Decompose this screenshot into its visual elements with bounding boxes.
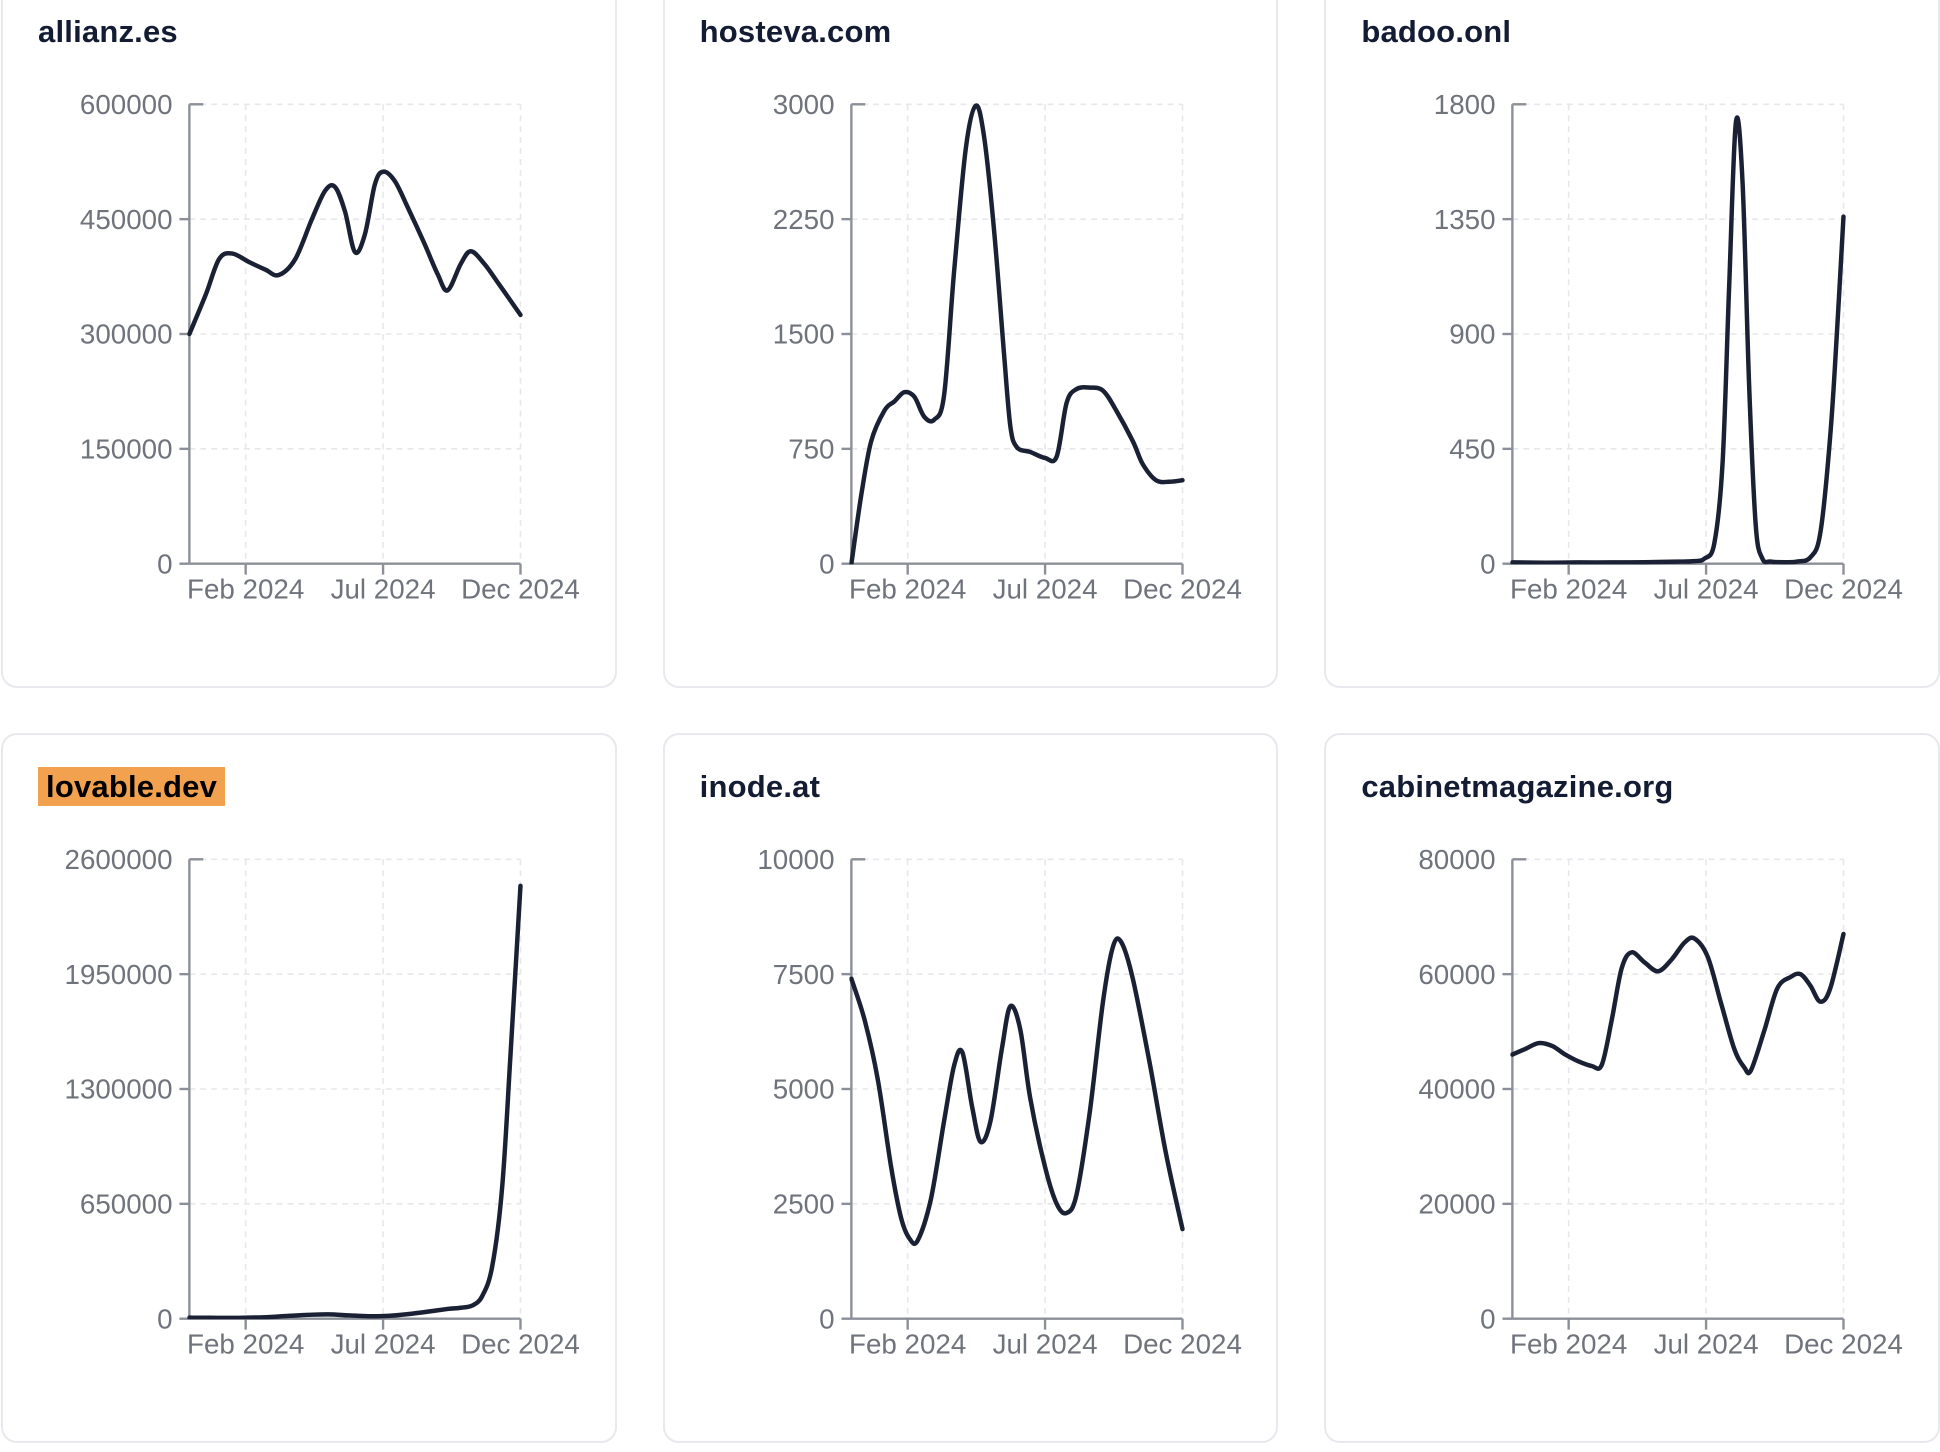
chart-card: badoo.onl 1800 1350 900 450 0 Feb 2024 Jul 202… <box>1324 0 1940 688</box>
line-chart: 2600000 1950000 1300000 650000 0 Feb 2024 Jul … <box>65 844 580 1360</box>
y-tick-label: 1950000 <box>65 959 173 990</box>
x-tick-label: Dec 2024 <box>1784 573 1903 604</box>
chart-title: badoo.onl <box>1361 13 1511 51</box>
x-tick-label: Jul 2024 <box>1654 1328 1759 1359</box>
chart-card: cabinetmagazine.org 80000 60000 40000 20000… <box>1324 733 1940 1443</box>
y-tick-label: 0 <box>1480 1303 1495 1334</box>
x-tick-label: Jul 2024 <box>992 1328 1097 1359</box>
series-line <box>187 169 523 337</box>
y-tick-label: 0 <box>819 548 834 579</box>
x-tick-label: Dec 2024 <box>1123 573 1242 604</box>
chart-title: inode.at <box>700 768 820 806</box>
y-tick-label: 10000 <box>757 844 834 875</box>
domain-name: hosteva.com <box>699 14 892 49</box>
y-tick-label: 5000 <box>772 1074 834 1105</box>
y-tick-label: 600000 <box>80 89 173 120</box>
y-tick-label: 7500 <box>772 959 834 990</box>
chart-card: allianz.es 600000 450000 300000 150000 0 Feb … <box>1 0 617 688</box>
x-tick-label: Feb 2024 <box>849 1328 966 1359</box>
chart-title: hosteva.com <box>700 13 892 51</box>
line-chart: 3000 2250 1500 750 0 Feb 2024 Jul 2024 Dec 2024 <box>772 89 1242 605</box>
series-line <box>849 936 1185 1246</box>
x-tick-label: Dec 2024 <box>461 1328 580 1359</box>
y-tick-label: 40000 <box>1419 1074 1496 1105</box>
y-tick-label: 60000 <box>1419 959 1496 990</box>
y-tick-label: 900 <box>1450 319 1496 350</box>
x-tick-label: Feb 2024 <box>187 573 304 604</box>
x-tick-label: Jul 2024 <box>992 573 1097 604</box>
chart-card: inode.at 10000 7500 5000 2500 0 Feb 2024 Jul 2… <box>662 733 1279 1443</box>
y-tick-label: 2500 <box>772 1189 834 1220</box>
domain-name: cabinetmagazine.org <box>1361 769 1674 804</box>
x-tick-label: Jul 2024 <box>331 573 436 604</box>
y-tick-label: 150000 <box>80 434 173 465</box>
domain-name: inode.at <box>699 769 821 804</box>
x-tick-label: Feb 2024 <box>187 1328 304 1359</box>
line-chart: 80000 60000 40000 20000 0 Feb 2024 Jul 2024 Dec… <box>1419 844 1904 1360</box>
y-tick-label: 2250 <box>772 204 834 235</box>
y-tick-label: 3000 <box>772 89 834 120</box>
x-tick-label: Dec 2024 <box>1784 1328 1903 1359</box>
series-line <box>849 103 1185 565</box>
y-tick-label: 0 <box>1480 548 1495 579</box>
x-tick-label: Feb 2024 <box>849 573 966 604</box>
y-tick-label: 0 <box>819 1303 834 1334</box>
line-chart: 600000 450000 300000 150000 0 Feb 2024 Jul 202… <box>80 89 580 605</box>
y-tick-label: 1800 <box>1434 89 1496 120</box>
y-tick-label: 650000 <box>80 1189 173 1220</box>
chart-card: hosteva.com 3000 2250 1500 750 0 Feb 2024 Jul … <box>662 0 1279 688</box>
domain-name: allianz.es <box>38 14 178 49</box>
x-tick-label: Dec 2024 <box>1123 1328 1242 1359</box>
domain-name: lovable.dev <box>38 767 226 806</box>
y-tick-label: 20000 <box>1419 1189 1496 1220</box>
series-line <box>1510 931 1847 1076</box>
chart-title: lovable.dev <box>38 767 226 806</box>
x-tick-label: Dec 2024 <box>461 573 580 604</box>
y-tick-label: 450000 <box>80 204 173 235</box>
x-tick-label: Feb 2024 <box>1510 1328 1627 1359</box>
line-chart: 10000 7500 5000 2500 0 Feb 2024 Jul 2024 Dec 20… <box>757 844 1242 1360</box>
x-tick-label: Feb 2024 <box>1510 573 1627 604</box>
y-tick-label: 2600000 <box>65 844 173 875</box>
y-tick-label: 1300000 <box>65 1074 173 1105</box>
y-tick-label: 1500 <box>772 319 834 350</box>
y-tick-label: 300000 <box>80 319 173 350</box>
x-tick-label: Jul 2024 <box>331 1328 436 1359</box>
chart-card: lovable.dev 2600000 1950000 1300000 650000 0… <box>1 733 617 1443</box>
series-line <box>187 883 523 1320</box>
y-tick-label: 0 <box>157 548 172 579</box>
y-tick-label: 1350 <box>1434 204 1496 235</box>
series-line <box>1510 115 1847 565</box>
x-tick-label: Jul 2024 <box>1654 573 1759 604</box>
y-tick-label: 0 <box>157 1303 172 1334</box>
line-chart: 1800 1350 900 450 0 Feb 2024 Jul 2024 Dec 2024 <box>1434 89 1903 605</box>
y-tick-label: 750 <box>788 434 834 465</box>
y-tick-label: 80000 <box>1419 844 1496 875</box>
chart-title: cabinetmagazine.org <box>1361 768 1673 806</box>
domain-name: badoo.onl <box>1361 14 1512 49</box>
y-tick-label: 450 <box>1450 434 1496 465</box>
chart-title: allianz.es <box>38 13 178 51</box>
